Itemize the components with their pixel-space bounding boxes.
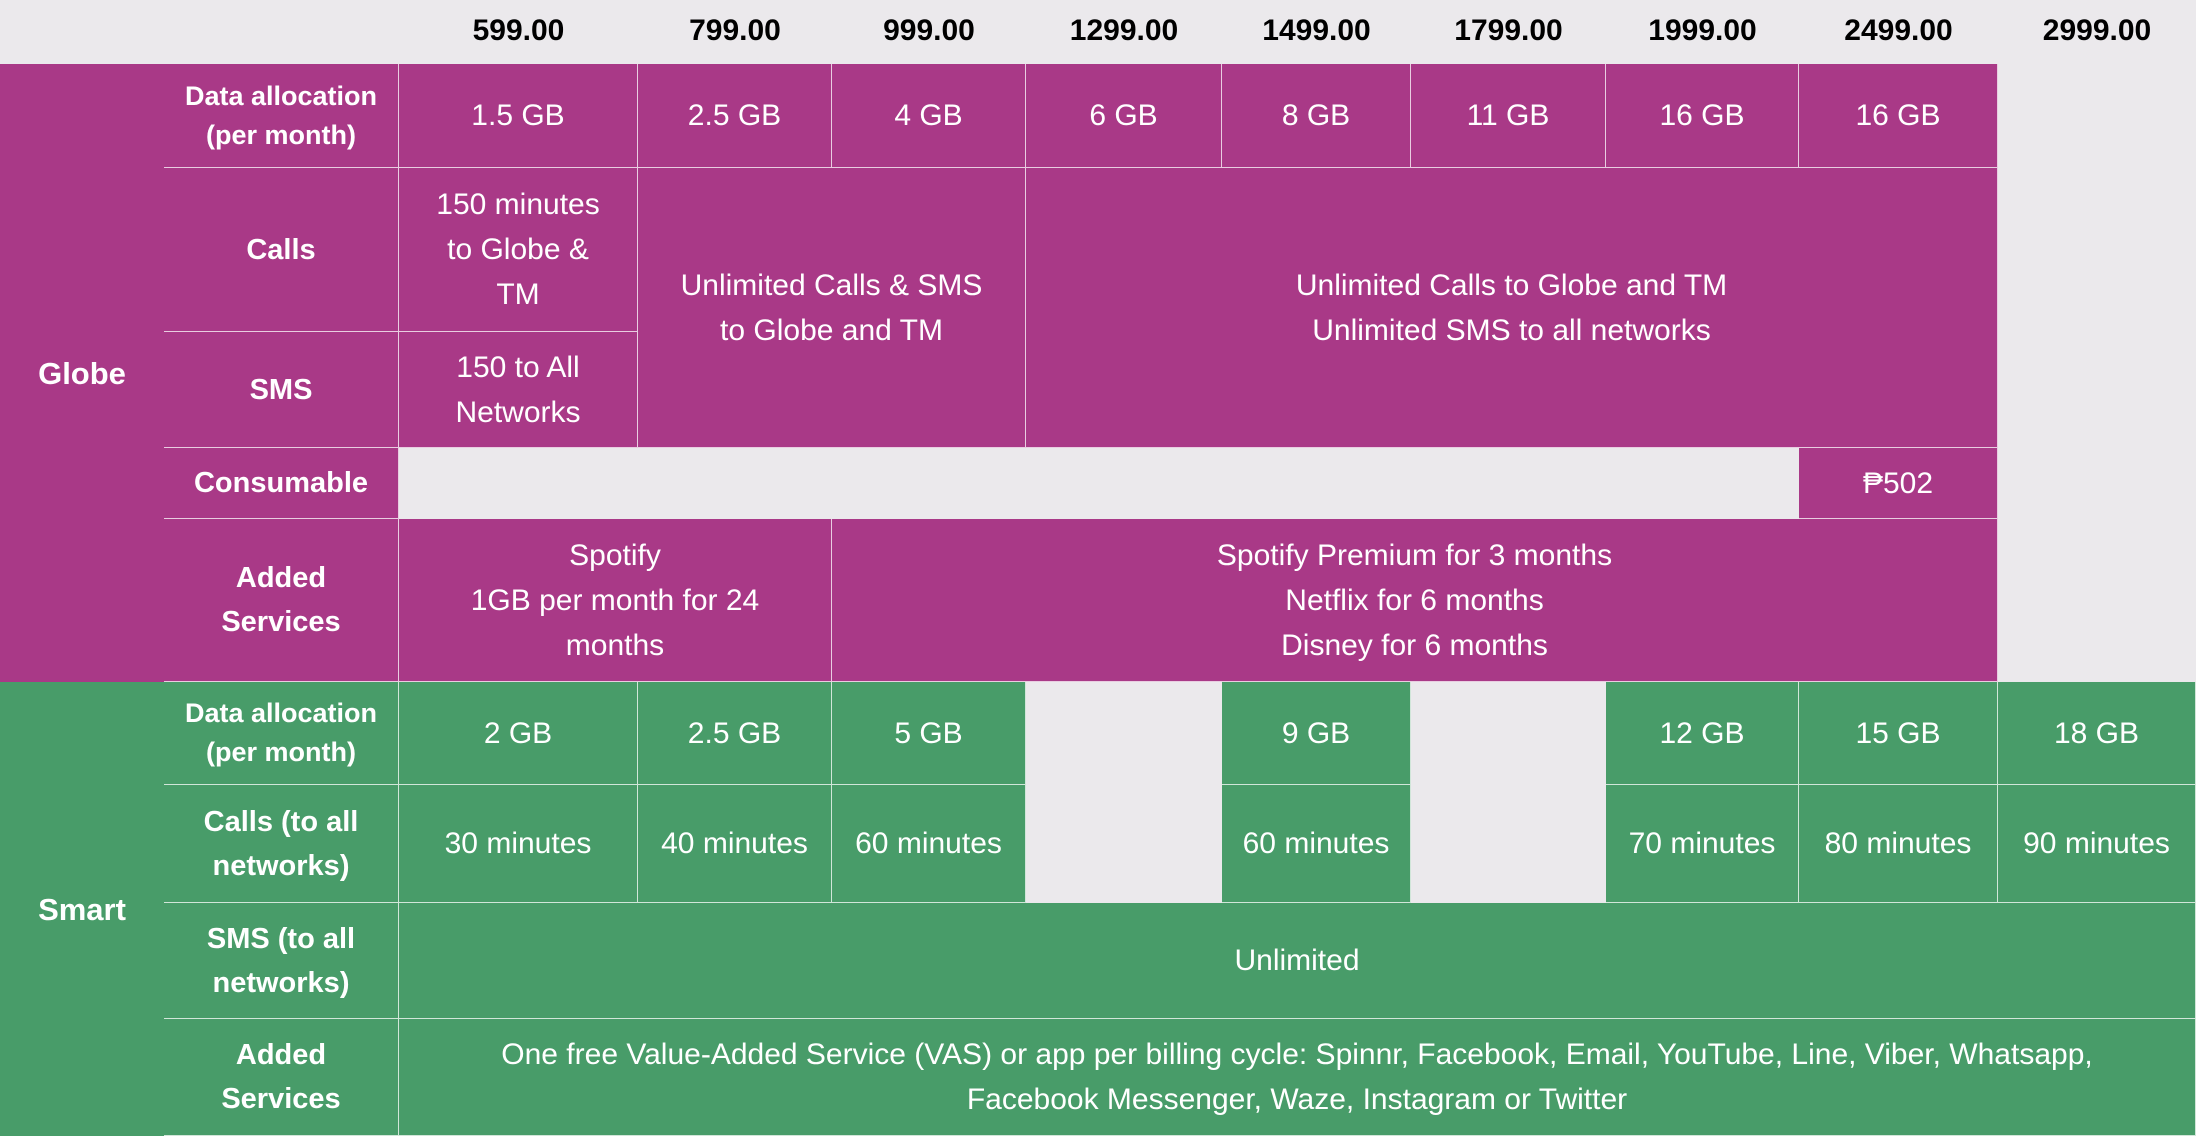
price-header: 599.00 <box>472 14 565 47</box>
globe-consumable-cell: ₱502 <box>1799 448 1998 519</box>
smart-calls-cell: 60 minutes <box>832 785 1026 903</box>
smart-data-cell: 15 GB <box>1799 682 1998 785</box>
smart-calls-cell: 40 minutes <box>638 785 832 903</box>
empty-cell <box>399 448 1799 519</box>
smart-added-services-cell: One free Value-Added Service (VAS) or ap… <box>399 1019 2196 1136</box>
price-header: 999.00 <box>883 14 975 47</box>
row-label-added-services: Added Services <box>164 519 399 682</box>
smart-calls-cell: 30 minutes <box>399 785 638 903</box>
globe-calls-sms-cell: Unlimited Calls & SMS to Globe and TM <box>638 168 1026 448</box>
empty-cell <box>1411 682 1606 903</box>
globe-data-cell: 11 GB <box>1411 64 1606 168</box>
row-label-sms: SMS (to all networks) <box>164 903 399 1019</box>
globe-data-cell: 8 GB <box>1222 64 1411 168</box>
row-label-data: Data allocation (per month) <box>164 64 399 168</box>
smart-data-cell: 12 GB <box>1606 682 1799 785</box>
row-label-data: Data allocation (per month) <box>164 682 399 785</box>
row-label-consumable: Consumable <box>164 448 399 519</box>
row-label-sms: SMS <box>164 332 399 448</box>
smart-calls-cell: 70 minutes <box>1606 785 1799 903</box>
price-header: 1299.00 <box>1069 14 1179 47</box>
globe-data-cell: 2.5 GB <box>638 64 832 168</box>
globe-data-cell: 6 GB <box>1026 64 1222 168</box>
price-header: 799.00 <box>689 14 781 47</box>
globe-sms-cell: 150 to All Networks <box>399 332 638 448</box>
smart-data-cell: 2 GB <box>399 682 638 785</box>
price-header: 2999.00 <box>2042 14 2152 47</box>
globe-data-cell: 16 GB <box>1606 64 1799 168</box>
price-header: 1999.00 <box>1648 14 1757 47</box>
row-label-added-services: Added Services <box>164 1019 399 1136</box>
smart-data-cell: 9 GB <box>1222 682 1411 785</box>
provider-smart: Smart <box>0 682 164 1136</box>
row-label-calls: Calls (to all networks) <box>164 785 399 903</box>
smart-data-cell: 2.5 GB <box>638 682 832 785</box>
globe-data-cell: 1.5 GB <box>399 64 638 168</box>
globe-added-services-cell: Spotify Premium for 3 months Netflix for… <box>832 519 1998 682</box>
globe-added-services-cell: Spotify 1GB per month for 24 months <box>399 519 832 682</box>
row-label-calls: Calls <box>164 168 399 332</box>
smart-data-cell: 5 GB <box>832 682 1026 785</box>
smart-data-cell: 18 GB <box>1998 682 2196 785</box>
price-header: 1799.00 <box>1454 14 1563 47</box>
globe-data-cell: 16 GB <box>1799 64 1998 168</box>
smart-calls-cell: 90 minutes <box>1998 785 2196 903</box>
globe-calls-sms-cell: Unlimited Calls to Globe and TM Unlimite… <box>1026 168 1998 448</box>
globe-calls-cell: 150 minutes to Globe & TM <box>399 168 638 332</box>
price-header: 2499.00 <box>1844 14 1953 47</box>
globe-data-cell: 4 GB <box>832 64 1026 168</box>
empty-cell <box>1026 682 1222 903</box>
price-header: 1499.00 <box>1262 14 1371 47</box>
smart-calls-cell: 60 minutes <box>1222 785 1411 903</box>
smart-calls-cell: 80 minutes <box>1799 785 1998 903</box>
provider-globe: Globe <box>0 64 164 682</box>
smart-sms-cell: Unlimited <box>399 903 2196 1019</box>
